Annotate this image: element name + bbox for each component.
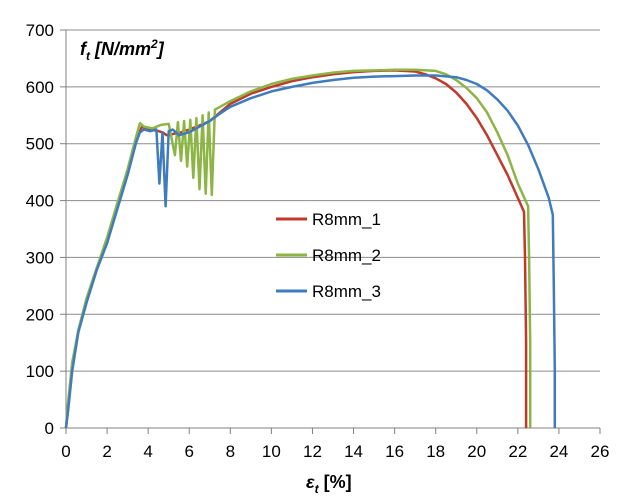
y-axis-title-sup: 2	[150, 37, 158, 51]
legend-entry: R8mm_3	[276, 282, 381, 301]
x-tick-label: 12	[303, 442, 322, 461]
y-tick-marks	[60, 29, 66, 429]
series-line-r8mm-1	[64, 69, 528, 429]
x-tick-label: 20	[467, 442, 486, 461]
x-axis-title: εt [%]	[306, 472, 352, 496]
y-tick-label: 0	[45, 419, 54, 438]
legend-entry: R8mm_1	[276, 210, 381, 229]
y-tick-labels: 0 100 200 300 400 500 600 700	[26, 21, 54, 438]
y-tick-label: 400	[26, 192, 54, 211]
legend-label-r8mm-1: R8mm_1	[312, 210, 381, 229]
y-axis-title: ft [N/mm2]	[80, 37, 165, 63]
x-tick-label: 0	[61, 442, 70, 461]
y-tick-label: 500	[26, 135, 54, 154]
y-tick-label: 300	[26, 248, 54, 267]
legend: R8mm_1 R8mm_2 R8mm_3	[276, 210, 381, 301]
x-tick-label: 24	[549, 442, 568, 461]
x-tick-label: 26	[591, 442, 610, 461]
gridlines	[66, 29, 600, 372]
y-tick-label: 700	[26, 21, 54, 40]
x-tick-label: 2	[102, 442, 111, 461]
x-axis-title-symbol: ε	[306, 472, 315, 492]
y-tick-label: 600	[26, 78, 54, 97]
x-tick-label: 6	[184, 442, 193, 461]
y-axis-title-symbol: f	[80, 39, 88, 59]
x-axis-title-unit: [%]	[324, 472, 352, 492]
legend-label-r8mm-3: R8mm_3	[312, 282, 381, 301]
x-tick-label: 8	[226, 442, 235, 461]
y-tick-label: 100	[26, 362, 54, 381]
y-axis-title-unit: [N/mm	[94, 39, 151, 59]
series-line-r8mm-3	[64, 74, 557, 429]
y-axis-title-sub: t	[86, 49, 91, 63]
x-tick-label: 4	[143, 442, 152, 461]
x-tick-label: 10	[262, 442, 281, 461]
y-tick-label: 200	[26, 305, 54, 324]
x-tick-label: 14	[344, 442, 363, 461]
y-axis-title-close: ]	[156, 39, 165, 59]
x-tick-label: 16	[385, 442, 404, 461]
x-axis-title-sub: t	[315, 482, 320, 496]
x-tick-label: 18	[426, 442, 445, 461]
legend-entry: R8mm_2	[276, 246, 381, 265]
x-tick-labels: 0 2 4 6 8 10 12 14 16 18 20 22 24 26	[61, 442, 609, 461]
x-tick-marks	[65, 428, 601, 434]
legend-label-r8mm-2: R8mm_2	[312, 246, 381, 265]
x-tick-label: 22	[508, 442, 527, 461]
series-line-r8mm-2	[64, 68, 532, 429]
series-lines	[64, 68, 557, 429]
